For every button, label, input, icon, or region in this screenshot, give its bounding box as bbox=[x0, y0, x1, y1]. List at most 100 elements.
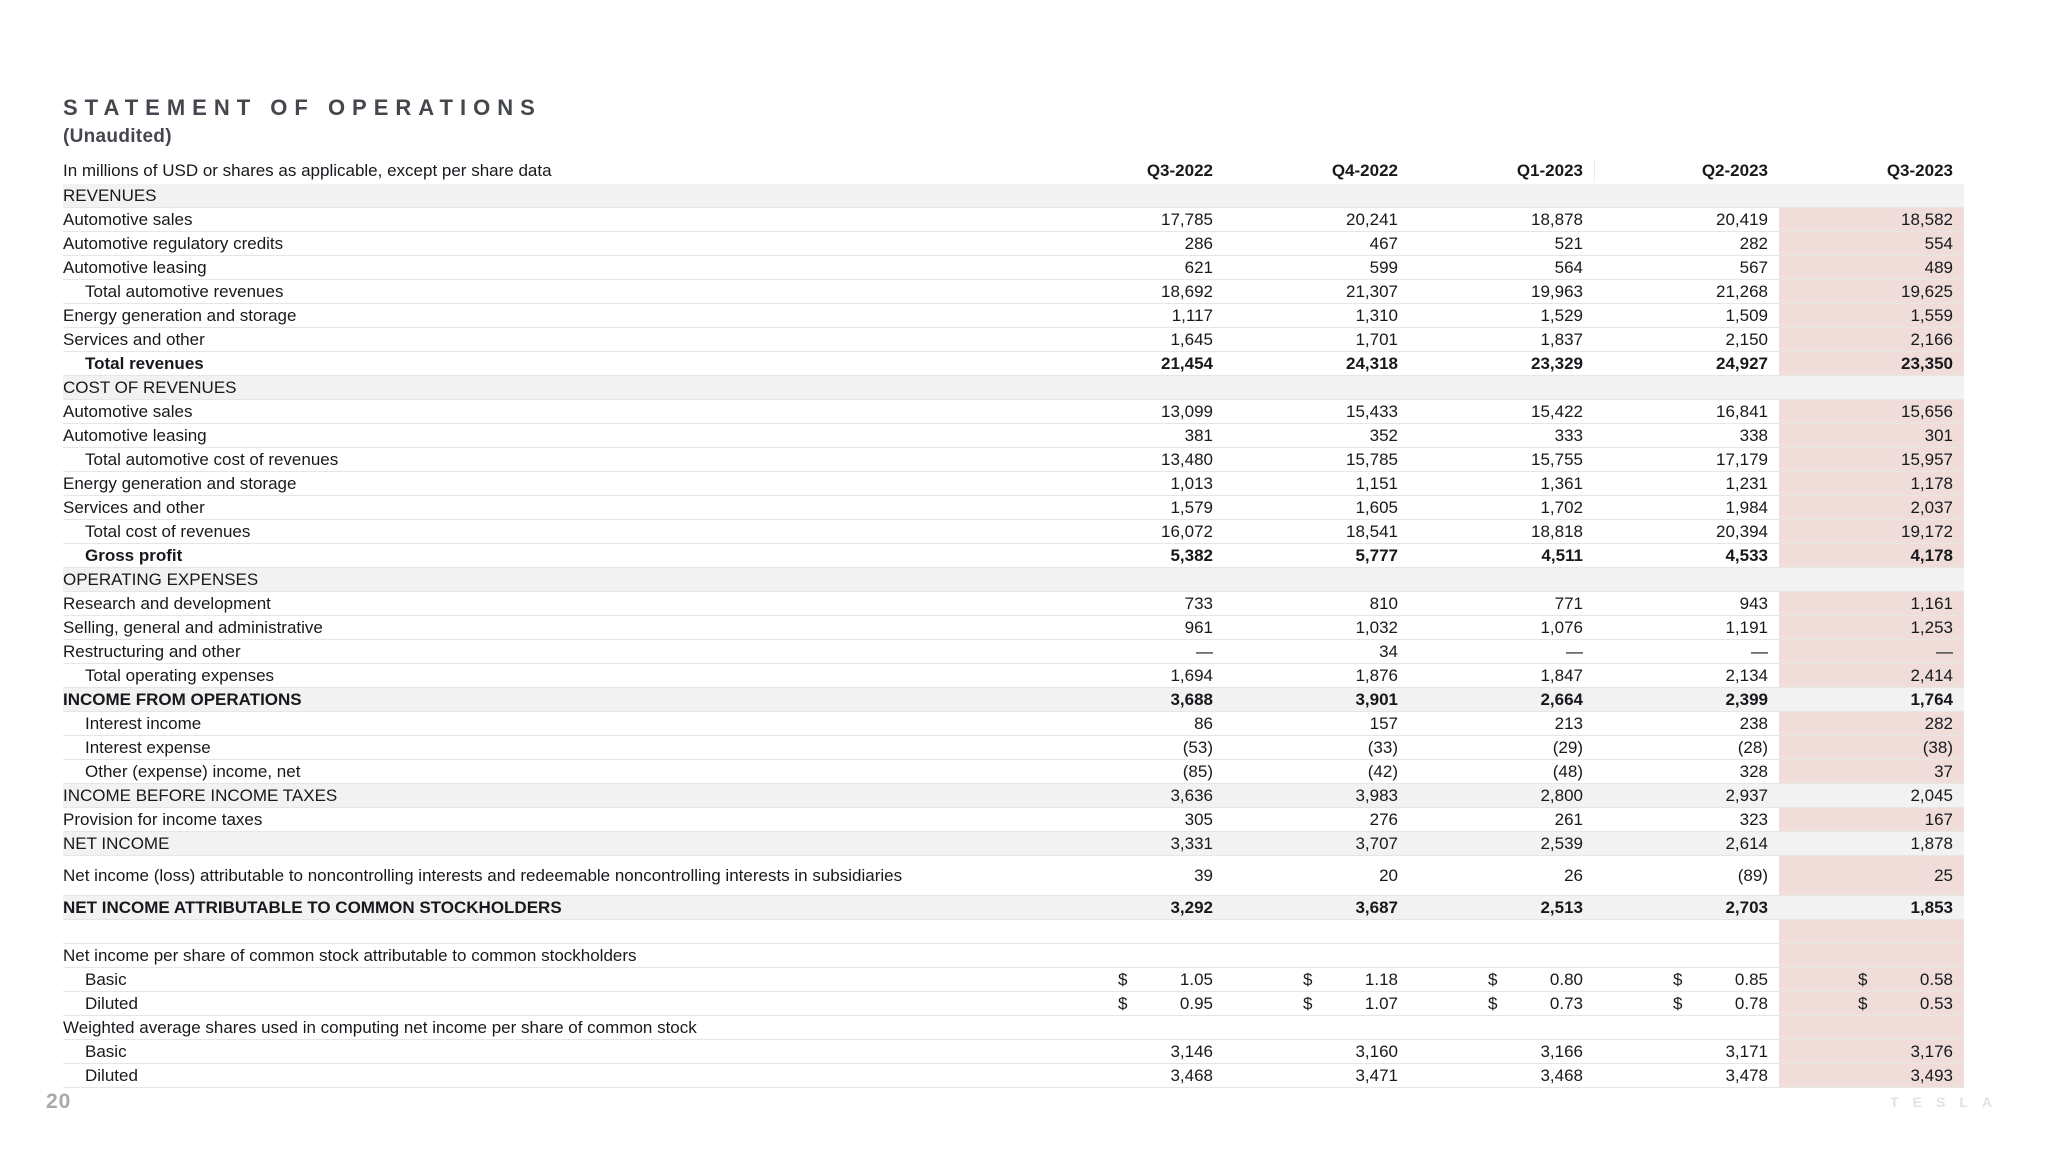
value-cell: 2,037 bbox=[1779, 496, 1964, 519]
value-cell: 338 bbox=[1739, 425, 1768, 445]
value-cell bbox=[1779, 944, 1964, 967]
value-cell: 2,150 bbox=[1725, 329, 1768, 349]
table-row: Total cost of revenues 16,072 18,541 18,818… bbox=[63, 520, 1964, 544]
value-cell: 26 bbox=[1564, 865, 1583, 885]
table-note: In millions of USD or shares as applicab… bbox=[63, 161, 552, 180]
value-cell: 24,927 bbox=[1716, 353, 1768, 373]
column-header-q1-2023: Q1-2023 bbox=[1516, 161, 1583, 180]
value-cell: 3,493 bbox=[1779, 1064, 1964, 1087]
value-cell: 2,166 bbox=[1779, 328, 1964, 351]
value-cell: 3,901 bbox=[1355, 689, 1398, 709]
value-cell: $0.95 bbox=[1118, 993, 1213, 1013]
value-cell: 333 bbox=[1554, 425, 1583, 445]
value-cell bbox=[1224, 1016, 1409, 1039]
value-cell bbox=[1039, 184, 1224, 207]
row-label: Automotive leasing bbox=[63, 257, 207, 277]
value-cell: 16,841 bbox=[1716, 401, 1768, 421]
value-cell bbox=[1779, 568, 1964, 591]
row-label bbox=[63, 920, 1039, 943]
value-cell: 21,307 bbox=[1346, 281, 1398, 301]
value-cell: $0.58 bbox=[1779, 968, 1964, 991]
row-label: Interest income bbox=[85, 713, 202, 733]
value-cell bbox=[1224, 920, 1409, 943]
value-cell: 1,178 bbox=[1779, 472, 1964, 495]
value-cell bbox=[1039, 1016, 1224, 1039]
value-cell: $0.73 bbox=[1488, 993, 1583, 1013]
section-row: COST OF REVENUES bbox=[63, 376, 1964, 400]
value-cell: 18,692 bbox=[1161, 281, 1213, 301]
table-row: Interest income 86 157 213 238 282 bbox=[63, 712, 1964, 736]
table-row: Net income per share of common stock att… bbox=[63, 944, 1964, 968]
row-label: NET INCOME bbox=[63, 833, 170, 853]
value-cell: 1,876 bbox=[1355, 665, 1398, 685]
row-label: Research and development bbox=[63, 593, 271, 613]
value-cell: 34 bbox=[1379, 641, 1398, 661]
value-cell: 86 bbox=[1194, 713, 1213, 733]
value-cell: 23,350 bbox=[1779, 352, 1964, 375]
table-row: Automotive leasing 381 352 333 338 301 bbox=[63, 424, 1964, 448]
value-cell: 15,957 bbox=[1779, 448, 1964, 471]
value-cell: 21,454 bbox=[1161, 353, 1213, 373]
table-header-row: In millions of USD or shares as applicab… bbox=[63, 158, 1964, 184]
table-row: Services and other 1,645 1,701 1,837 2,150 2,… bbox=[63, 328, 1964, 352]
table-body: REVENUES Automotive sales 17,785 20,241 18,8… bbox=[63, 184, 1964, 1088]
value-cell: 1,847 bbox=[1540, 665, 1583, 685]
table-row: Weighted average shares used in computin… bbox=[63, 1016, 1964, 1040]
table-row: Diluted $0.95 $1.07 $0.73 $0.78 $0.53 bbox=[63, 992, 1964, 1016]
table-row: Automotive sales 13,099 15,433 15,422 16,841… bbox=[63, 400, 1964, 424]
column-header-q2-2023: Q2-2023 bbox=[1594, 160, 1779, 182]
value-cell: 37 bbox=[1779, 760, 1964, 783]
value-cell: — bbox=[1566, 641, 1583, 661]
value-cell: 1,702 bbox=[1540, 497, 1583, 517]
value-cell: 16,072 bbox=[1161, 521, 1213, 541]
dollar-sign: $ bbox=[1858, 969, 1868, 989]
value-cell: 1,310 bbox=[1355, 305, 1398, 325]
value-cell: $1.05 bbox=[1118, 969, 1213, 989]
value-cell bbox=[1594, 1016, 1779, 1039]
value-cell: (53) bbox=[1182, 737, 1213, 757]
value-cell: 15,656 bbox=[1779, 400, 1964, 423]
row-label: Restructuring and other bbox=[63, 641, 241, 661]
value-cell: (28) bbox=[1737, 737, 1768, 757]
value-cell: 39 bbox=[1194, 865, 1213, 885]
row-label: Net income per share of common stock att… bbox=[63, 945, 637, 965]
value-cell: (85) bbox=[1182, 761, 1213, 781]
section-row: INCOME BEFORE INCOME TAXES 3,636 3,983 2,80… bbox=[63, 784, 1964, 808]
value-cell bbox=[1594, 568, 1779, 591]
value-cell: 1,361 bbox=[1540, 473, 1583, 493]
value-cell: 2,614 bbox=[1725, 833, 1768, 853]
value-cell: 1,161 bbox=[1779, 592, 1964, 615]
value-cell: 15,433 bbox=[1346, 401, 1398, 421]
value-cell: 282 bbox=[1739, 233, 1768, 253]
table-row: Basic 3,146 3,160 3,166 3,171 3,176 bbox=[63, 1040, 1964, 1064]
value-cell: (38) bbox=[1779, 736, 1964, 759]
value-cell bbox=[1409, 920, 1594, 943]
value-cell: 19,625 bbox=[1779, 280, 1964, 303]
row-label: COST OF REVENUES bbox=[63, 377, 237, 397]
value-cell: 20,394 bbox=[1716, 521, 1768, 541]
table-row: Provision for income taxes 305 276 261 323 16… bbox=[63, 808, 1964, 832]
value-cell: — bbox=[1779, 640, 1964, 663]
table-row: Automotive regulatory credits 286 467 521 28… bbox=[63, 232, 1964, 256]
value-cell: 1,529 bbox=[1540, 305, 1583, 325]
row-label: Net income (loss) attributable to noncon… bbox=[63, 866, 903, 885]
value-cell bbox=[1039, 376, 1224, 399]
value-cell: 2,800 bbox=[1540, 785, 1583, 805]
row-label: Diluted bbox=[85, 1065, 138, 1085]
value-cell bbox=[1594, 920, 1779, 943]
row-label: Gross profit bbox=[85, 545, 183, 565]
value-cell: 3,468 bbox=[1170, 1065, 1213, 1085]
value-cell: 167 bbox=[1779, 808, 1964, 831]
value-cell: — bbox=[1196, 641, 1213, 661]
dollar-sign: $ bbox=[1303, 993, 1313, 1013]
value-cell: 17,785 bbox=[1161, 209, 1213, 229]
value-cell: 23,329 bbox=[1531, 353, 1583, 373]
value-cell: 1,117 bbox=[1171, 305, 1213, 325]
value-cell: 5,777 bbox=[1355, 545, 1398, 565]
dollar-sign: $ bbox=[1118, 969, 1128, 989]
value-cell: 1,764 bbox=[1910, 689, 1953, 709]
value-cell: $0.80 bbox=[1488, 969, 1583, 989]
value-cell: 1,231 bbox=[1725, 473, 1768, 493]
value-cell: 15,422 bbox=[1531, 401, 1583, 421]
value-cell: 2,134 bbox=[1725, 665, 1768, 685]
